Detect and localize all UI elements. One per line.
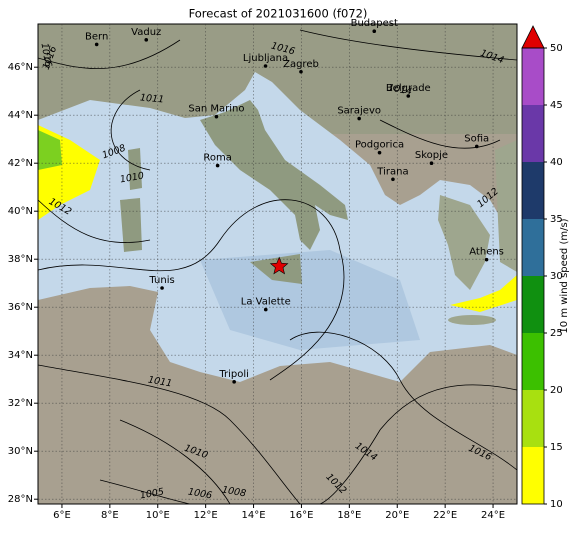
city-label: Sarajevo bbox=[337, 106, 381, 117]
city-label: Tunis bbox=[148, 275, 174, 286]
colorbar-segment bbox=[522, 48, 544, 105]
greece bbox=[438, 195, 490, 290]
basemap bbox=[38, 24, 517, 504]
title: Forecast of 2021031600 (f072) bbox=[189, 7, 368, 21]
event-marker bbox=[269, 256, 289, 275]
city-dot bbox=[299, 69, 303, 74]
y-tick-label: 28°N bbox=[8, 494, 33, 505]
city-label: Budapest bbox=[351, 18, 398, 29]
city-dot bbox=[94, 42, 99, 47]
x-tick-label: 22°E bbox=[433, 510, 457, 521]
city-label: Athens bbox=[469, 247, 504, 258]
city-dot bbox=[372, 29, 377, 33]
wind-high bbox=[450, 275, 517, 312]
isobar-label: 1008 bbox=[221, 484, 247, 499]
isobar-label: 1011 bbox=[147, 374, 173, 389]
city-dot bbox=[474, 144, 479, 149]
y-tick-label: 40°N bbox=[8, 206, 33, 217]
isobar bbox=[38, 29, 517, 504]
y-tick-label: 32°N bbox=[8, 398, 33, 409]
colorbar-label: 10 m wind speed (m/s) bbox=[559, 218, 570, 333]
x-tick-label: 24°E bbox=[481, 510, 505, 521]
colorbar-extend bbox=[521, 25, 545, 49]
y-tick-label: 44°N bbox=[8, 110, 33, 121]
city-label: Tirana bbox=[376, 166, 408, 177]
colorbar-tick-label: 15 bbox=[550, 442, 563, 453]
colorbar-segment bbox=[522, 390, 544, 447]
colorbar-tick-label: 10 bbox=[550, 499, 563, 510]
city-dot bbox=[160, 286, 164, 290]
colorbar-segment bbox=[522, 219, 544, 276]
colorbar-segment bbox=[522, 276, 544, 333]
city-label: San Marino bbox=[188, 104, 244, 115]
city-dot bbox=[377, 150, 382, 155]
colorbar-tick-label: 45 bbox=[550, 100, 563, 111]
x-tick-label: 6°E bbox=[53, 510, 71, 521]
isobar-label: 1005 bbox=[139, 486, 165, 501]
x-tick-label: 8°E bbox=[101, 510, 119, 521]
y-tick-label: 30°N bbox=[8, 446, 33, 457]
map-frame bbox=[37, 23, 518, 505]
city-dot bbox=[263, 64, 268, 68]
x-tick-label: 20°E bbox=[385, 510, 409, 521]
crete bbox=[448, 315, 496, 325]
city-label: La Valette bbox=[241, 297, 291, 308]
city-dot bbox=[263, 307, 268, 312]
city-label: Ljubljana bbox=[243, 53, 288, 64]
city-dot bbox=[484, 257, 489, 262]
y-tick-label: 38°N bbox=[8, 254, 33, 265]
x-tick-label: 12°E bbox=[194, 510, 218, 521]
city-label: Belgrade bbox=[386, 83, 431, 94]
colorbar-tick-label: 35 bbox=[550, 214, 563, 225]
city-dot bbox=[215, 163, 220, 168]
isobar-label: 1016 bbox=[38, 42, 53, 68]
colorbar-tick-label: 30 bbox=[550, 271, 563, 282]
city-label: Skopje bbox=[415, 150, 448, 161]
colorbar-segment bbox=[522, 105, 544, 162]
turkey bbox=[495, 140, 517, 272]
isobar-label: 1010 bbox=[119, 170, 145, 185]
isobar-label: 1011 bbox=[139, 92, 164, 105]
city-label: Bern bbox=[85, 31, 108, 42]
city-label: Tripoli bbox=[218, 369, 249, 380]
city-dot bbox=[391, 177, 395, 182]
city-dot bbox=[214, 114, 219, 119]
y-tick-label: 42°N bbox=[8, 158, 33, 169]
corsica bbox=[128, 148, 142, 190]
x-tick-label: 16°E bbox=[289, 510, 313, 521]
city-label: Podgorica bbox=[355, 140, 404, 151]
colorbar-tick-label: 25 bbox=[550, 328, 563, 339]
city-dot bbox=[144, 38, 149, 42]
city-label: Sofia bbox=[464, 133, 489, 144]
colorbar-segment bbox=[522, 162, 544, 219]
y-tick-label: 34°N bbox=[8, 350, 33, 361]
colorbar-tick-label: 20 bbox=[550, 385, 563, 396]
deep-sea bbox=[200, 250, 420, 350]
colorbar-tick-label: 50 bbox=[550, 43, 563, 54]
city-label: Zagreb bbox=[283, 59, 319, 70]
city-label: Roma bbox=[203, 153, 232, 164]
wind-higher bbox=[38, 130, 62, 170]
colorbar-segment bbox=[522, 447, 544, 504]
city-dot bbox=[429, 161, 434, 165]
isobar-label: 1014 bbox=[387, 82, 413, 97]
x-tick-label: 18°E bbox=[337, 510, 361, 521]
italy bbox=[200, 100, 348, 250]
y-tick-label: 46°N bbox=[8, 62, 33, 73]
y-tick-label: 36°N bbox=[8, 302, 33, 313]
city-dot bbox=[357, 116, 361, 121]
x-tick-label: 14°E bbox=[242, 510, 266, 521]
city-label: Vaduz bbox=[131, 27, 161, 38]
x-tick-label: 10°E bbox=[146, 510, 170, 521]
colorbar-tick-label: 40 bbox=[550, 157, 563, 168]
city-dot bbox=[406, 94, 411, 98]
city-dot bbox=[232, 380, 236, 384]
colorbar-segment bbox=[522, 333, 544, 390]
isobar-label: 1006 bbox=[187, 486, 213, 501]
